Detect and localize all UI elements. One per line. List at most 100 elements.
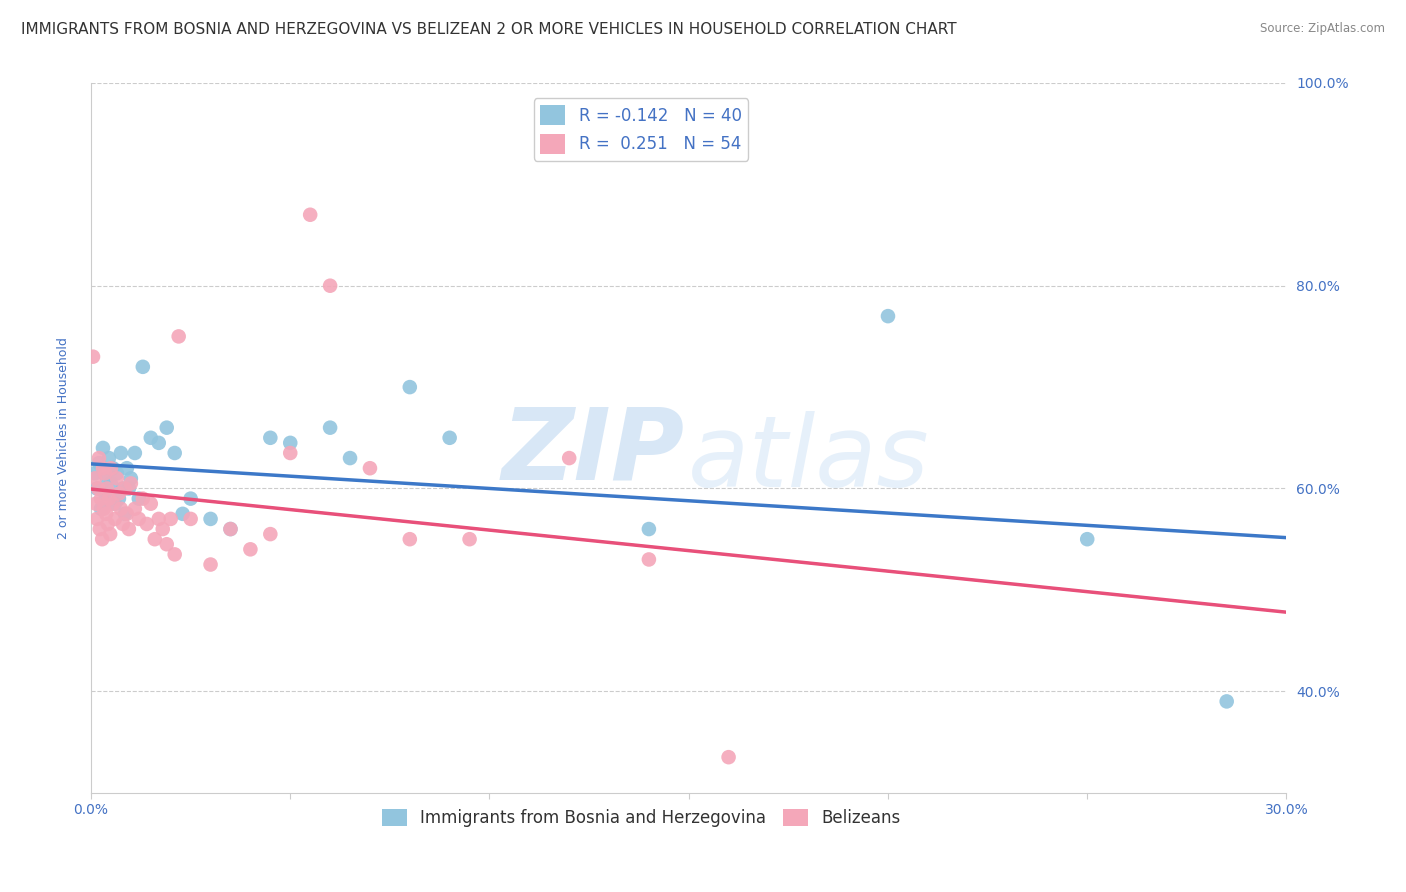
Point — [84, 497, 107, 511]
Point — [359, 461, 381, 475]
Point — [94, 467, 117, 481]
Legend: Immigrants from Bosnia and Herzegovina, Belizeans: Immigrants from Bosnia and Herzegovina, … — [375, 803, 907, 834]
Point — [86, 512, 108, 526]
Point — [132, 359, 155, 374]
Text: Source: ZipAtlas.com: Source: ZipAtlas.com — [1260, 22, 1385, 36]
Text: IMMIGRANTS FROM BOSNIA AND HERZEGOVINA VS BELIZEAN 2 OR MORE VEHICLES IN HOUSEHO: IMMIGRANTS FROM BOSNIA AND HERZEGOVINA V… — [21, 22, 956, 37]
Point — [120, 476, 142, 491]
Point — [100, 476, 122, 491]
Point — [152, 522, 174, 536]
Point — [93, 501, 115, 516]
Point — [638, 522, 661, 536]
Point — [97, 516, 120, 531]
Point — [180, 491, 202, 506]
Point — [111, 482, 134, 496]
Point — [180, 512, 202, 526]
Point — [110, 446, 132, 460]
Point — [219, 522, 242, 536]
Point — [108, 486, 131, 500]
Point — [319, 420, 342, 434]
Point — [259, 431, 281, 445]
Point — [259, 527, 281, 541]
Point — [118, 522, 141, 536]
Point — [87, 456, 110, 470]
Point — [717, 750, 740, 764]
Point — [96, 471, 118, 485]
Text: ZIP: ZIP — [502, 403, 685, 500]
Point — [163, 548, 186, 562]
Point — [115, 461, 138, 475]
Point — [638, 552, 661, 566]
Point — [139, 497, 162, 511]
Point — [90, 501, 112, 516]
Point — [163, 446, 186, 460]
Point — [148, 512, 170, 526]
Point — [458, 532, 481, 546]
Point — [86, 482, 108, 496]
Point — [558, 451, 581, 466]
Point — [101, 461, 124, 475]
Y-axis label: 2 or more Vehicles in Household: 2 or more Vehicles in Household — [58, 337, 70, 539]
Point — [105, 471, 128, 485]
Point — [339, 451, 361, 466]
Point — [108, 491, 131, 506]
Point — [159, 512, 181, 526]
Point — [156, 420, 179, 434]
Point — [128, 491, 150, 506]
Point — [87, 482, 110, 496]
Point — [89, 522, 111, 536]
Point — [124, 446, 146, 460]
Point — [84, 471, 107, 485]
Point — [128, 512, 150, 526]
Point — [104, 497, 127, 511]
Point — [139, 431, 162, 445]
Point — [135, 516, 157, 531]
Point — [110, 501, 132, 516]
Point — [96, 507, 118, 521]
Point — [84, 467, 107, 481]
Point — [319, 278, 342, 293]
Point — [439, 431, 461, 445]
Point — [97, 491, 120, 506]
Point — [118, 482, 141, 496]
Point — [143, 532, 166, 546]
Point — [91, 441, 114, 455]
Point — [172, 507, 194, 521]
Point — [87, 451, 110, 466]
Point — [98, 527, 121, 541]
Point — [156, 537, 179, 551]
Point — [111, 516, 134, 531]
Point — [278, 435, 301, 450]
Point — [200, 558, 222, 572]
Point — [91, 532, 114, 546]
Point — [398, 532, 420, 546]
Point — [115, 507, 138, 521]
Point — [90, 491, 112, 506]
Point — [120, 471, 142, 485]
Point — [114, 507, 136, 521]
Point — [97, 451, 120, 466]
Point — [94, 486, 117, 500]
Point — [278, 446, 301, 460]
Point — [877, 309, 900, 323]
Point — [1215, 694, 1237, 708]
Point — [100, 461, 122, 475]
Point — [398, 380, 420, 394]
Point — [167, 329, 190, 343]
Point — [124, 501, 146, 516]
Point — [101, 497, 124, 511]
Point — [132, 491, 155, 506]
Point — [1076, 532, 1098, 546]
Point — [148, 435, 170, 450]
Point — [91, 461, 114, 475]
Point — [104, 512, 127, 526]
Point — [96, 482, 118, 496]
Point — [219, 522, 242, 536]
Point — [114, 482, 136, 496]
Text: atlas: atlas — [688, 410, 929, 508]
Point — [200, 512, 222, 526]
Point — [239, 542, 262, 557]
Point — [299, 208, 322, 222]
Point — [105, 467, 128, 481]
Point — [82, 350, 104, 364]
